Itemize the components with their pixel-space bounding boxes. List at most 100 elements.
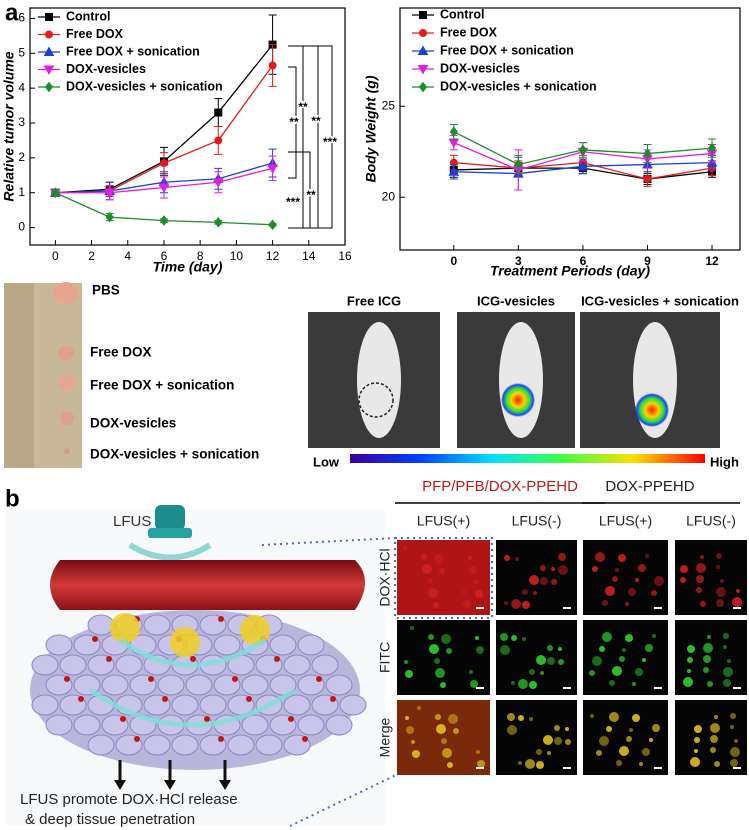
particle	[288, 716, 294, 722]
signal-spot	[615, 568, 619, 572]
transducer	[155, 505, 185, 530]
x-tick-label: 6	[161, 249, 168, 263]
scale-bar	[654, 607, 662, 609]
signal-spot	[642, 658, 646, 662]
signal-spot	[551, 579, 557, 585]
signal-spot	[635, 578, 639, 582]
signal-spot	[474, 580, 478, 584]
legend-marker	[417, 45, 429, 55]
signal-spot	[723, 667, 733, 677]
signal-spot	[694, 737, 700, 743]
cell	[339, 694, 367, 716]
signal-spot	[404, 660, 408, 664]
cell	[311, 654, 339, 676]
particle	[274, 656, 280, 662]
signal-spot	[412, 750, 420, 758]
y-axis-label: Relative tumor volume	[1, 51, 17, 201]
signal-spot	[703, 643, 713, 653]
ruler	[4, 283, 34, 468]
scale-bar	[476, 607, 484, 609]
scale-bar	[563, 607, 571, 609]
legend-marker	[45, 13, 53, 21]
signal-spot	[703, 655, 711, 663]
signal-spot	[504, 601, 508, 605]
particle	[316, 676, 322, 682]
signal-spot	[730, 725, 734, 729]
signal-spot	[540, 577, 548, 585]
signal-spot	[710, 735, 718, 743]
y-tick-label: 6	[18, 11, 25, 25]
signal-spot	[453, 728, 459, 734]
annotation: ***	[323, 135, 337, 149]
particle	[218, 616, 224, 622]
signal-spot	[536, 749, 542, 755]
signal-spot	[475, 590, 483, 598]
signal-spot	[680, 577, 686, 583]
vessel	[50, 560, 365, 610]
signal-spot	[632, 714, 640, 722]
group-label: PFP/PFB/DOX-PPEHD	[422, 478, 578, 495]
signal-spot	[626, 736, 632, 742]
signal-spot	[442, 748, 452, 758]
signal-spot	[427, 578, 433, 584]
signal-spot	[504, 555, 510, 561]
signal-spot	[434, 554, 444, 564]
signal-spot	[710, 723, 720, 733]
x-tick-label: 6	[580, 254, 587, 268]
marker	[104, 188, 116, 199]
micrograph	[397, 540, 490, 615]
y-tick-label: 1	[18, 185, 25, 199]
zoom-box	[394, 537, 493, 619]
signal-spot	[554, 725, 560, 731]
signal-spot	[507, 725, 517, 735]
signal-spot	[592, 656, 602, 666]
signal-spot	[696, 575, 704, 583]
y-tick-label: 20	[382, 189, 396, 203]
signal-spot	[433, 602, 439, 608]
signal-spot	[565, 739, 571, 745]
x-tick-label: 14	[302, 249, 316, 263]
cell	[59, 654, 87, 676]
signal-spot	[599, 736, 609, 746]
particle	[148, 676, 154, 682]
signal-spot	[589, 670, 595, 676]
colorbar	[350, 454, 705, 463]
signal-spot	[515, 557, 519, 561]
annotation: **	[306, 188, 316, 202]
signal-spot	[606, 726, 612, 732]
particle	[330, 696, 336, 702]
x-tick-label: 2	[88, 249, 95, 263]
signal-spot	[639, 762, 643, 766]
scale-bar	[654, 767, 662, 769]
legend-marker	[419, 11, 427, 19]
signal-spot	[723, 633, 729, 639]
signal-spot	[470, 680, 478, 688]
illustration: LFUS LFUS promote DOX·HCl release & deep…	[5, 505, 385, 828]
signal-spot	[500, 633, 508, 641]
y-axis-label: Body Weight (g)	[363, 75, 379, 182]
marker	[514, 159, 523, 170]
signal-spot	[540, 565, 546, 571]
signal-spot	[632, 682, 636, 686]
signal-spot	[476, 646, 484, 654]
cell	[143, 734, 171, 756]
cell	[325, 674, 353, 696]
panel-label: b	[5, 485, 20, 512]
micrograph	[397, 700, 490, 775]
marker	[214, 108, 223, 117]
photo-label: Free DOX + sonication	[90, 378, 234, 393]
signal-spot	[533, 591, 537, 595]
signal-spot	[652, 724, 660, 732]
marker	[448, 138, 460, 149]
signal-spot	[529, 717, 533, 721]
legend-label: DOX-vesicles + sonication	[66, 79, 223, 93]
signal-spot	[652, 634, 656, 638]
signal-spot	[536, 761, 544, 769]
signal-spot	[599, 646, 605, 652]
cell	[325, 714, 353, 736]
marker	[448, 166, 460, 176]
signal-spot	[536, 655, 546, 665]
particle	[64, 676, 70, 682]
signal-spot	[700, 601, 706, 607]
